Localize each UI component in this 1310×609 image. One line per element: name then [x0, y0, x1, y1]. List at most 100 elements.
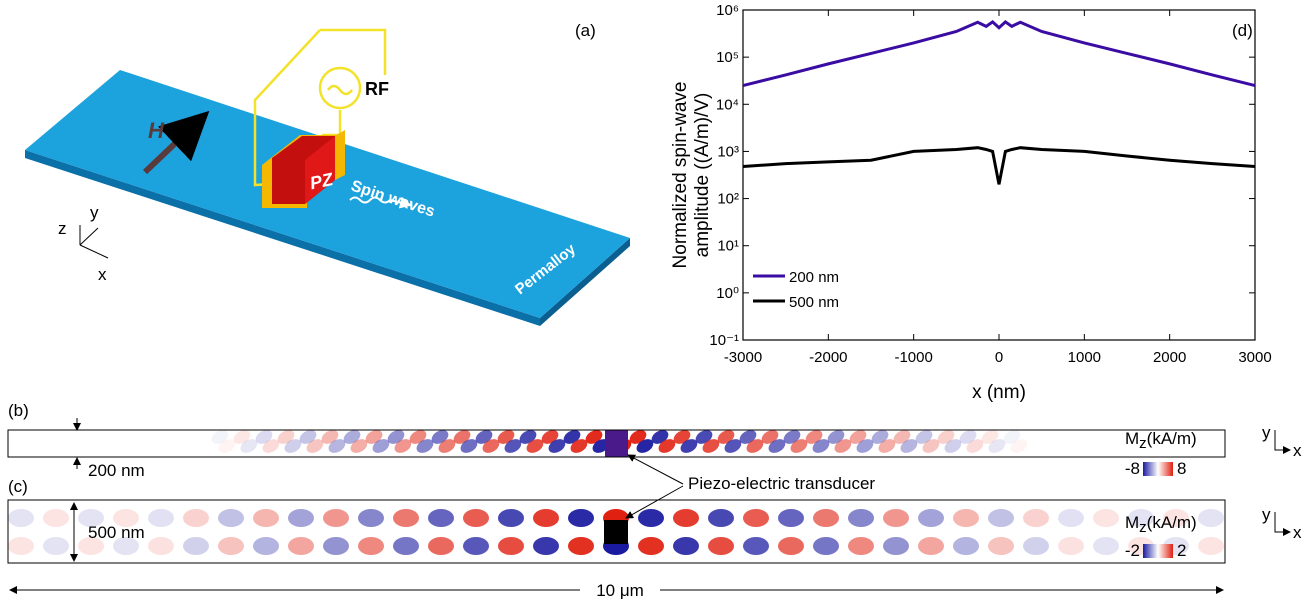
wave-lobe — [783, 430, 801, 444]
y-tick-label: 10² — [717, 191, 739, 208]
wave-lobe — [1093, 537, 1119, 555]
strip — [7, 499, 1226, 564]
axes-icon — [1274, 512, 1291, 536]
wave-lobe — [717, 430, 735, 444]
wave-lobe — [409, 430, 427, 444]
legend-label: 200 nm — [789, 269, 839, 286]
y-tick-label: 10¹ — [717, 238, 739, 255]
symbol: M — [1125, 513, 1139, 532]
wave-lobe — [834, 439, 852, 453]
y-axis-label: amplitude ((A/m)/V) — [692, 93, 713, 258]
wave-lobe — [629, 430, 647, 444]
y-tick-label: 10⁶ — [716, 2, 739, 19]
wave-lobe — [428, 537, 454, 555]
wave-lobe — [856, 439, 874, 453]
field-label: H — [148, 118, 165, 143]
wave-lobe — [253, 537, 279, 555]
wave-lobe — [813, 537, 839, 555]
wave-lobe — [78, 509, 104, 527]
symbol: M — [1125, 429, 1139, 448]
transducer — [605, 430, 628, 457]
wave-lobe — [548, 439, 566, 453]
mode-map — [211, 430, 1028, 453]
subscript: z — [1139, 519, 1147, 536]
wave-lobe — [805, 430, 823, 444]
wave-lobe — [498, 537, 524, 555]
wave-lobe — [497, 430, 515, 444]
wave-lobe — [8, 537, 34, 555]
y-tick-label: 10⁴ — [716, 96, 739, 113]
wave-lobe — [673, 509, 699, 527]
wave-lobe — [1128, 509, 1154, 527]
panel-label: (c) — [8, 477, 28, 496]
wave-lobe — [438, 439, 456, 453]
wave-lobe — [78, 537, 104, 555]
colorbar-min: -8 — [1125, 459, 1140, 478]
wave-lobe — [790, 439, 808, 453]
wave-lobe — [636, 439, 654, 453]
colorbar-max: 2 — [1177, 541, 1186, 560]
wave-lobe — [988, 537, 1014, 555]
wave-lobe — [343, 430, 361, 444]
wave-lobe — [240, 439, 258, 453]
x-tick-label: -3000 — [724, 349, 762, 366]
callout — [627, 454, 684, 485]
wave-lobe — [393, 537, 419, 555]
wave-lobe — [585, 430, 603, 444]
wire — [322, 110, 342, 137]
wave-lobe — [358, 509, 384, 527]
wave-lobe — [746, 439, 764, 453]
wave-lobe — [1058, 537, 1084, 555]
panel-c: (c) 500 nm Mz(kA/m) -2 2 y x — [7, 477, 1302, 564]
wave-lobe — [966, 439, 984, 453]
wave-lobe — [1163, 509, 1189, 527]
wave-lobe — [900, 439, 918, 453]
wave-lobe — [233, 430, 251, 444]
axes-icon — [1274, 430, 1291, 454]
wave-lobe — [323, 537, 349, 555]
subscript: z — [1139, 435, 1147, 452]
axis-label: x — [1293, 523, 1302, 542]
wave-lobe — [218, 509, 244, 527]
wave-lobe — [695, 430, 713, 444]
wave-lobe — [288, 537, 314, 555]
wave-lobe — [533, 537, 559, 555]
axis-label: y — [1262, 423, 1271, 442]
wave-lobe — [533, 509, 559, 527]
plot-frame — [742, 9, 1256, 341]
wave-lobe — [915, 430, 933, 444]
strip — [7, 429, 1226, 458]
wave-lobe — [563, 430, 581, 444]
wave-lobe — [768, 439, 786, 453]
wave-squiggle — [349, 196, 391, 204]
wave-lobe — [323, 509, 349, 527]
legend-label: 500 nm — [789, 294, 839, 311]
unit: (kA/m) — [1147, 429, 1197, 448]
pz-label: PZ — [308, 169, 336, 194]
wave-lobe — [849, 430, 867, 444]
wave-lobe — [638, 509, 664, 527]
wave-lobe — [778, 537, 804, 555]
x-axis-label: x (nm) — [972, 382, 1026, 403]
wave-lobe — [883, 537, 909, 555]
unit: (kA/m) — [1147, 513, 1197, 532]
wave-lobe — [708, 509, 734, 527]
colorbar-min: -2 — [1125, 541, 1140, 560]
wave-lobe — [702, 439, 720, 453]
wave-lobe — [482, 439, 500, 453]
wave-lobe — [827, 430, 845, 444]
wave-lobe — [739, 430, 757, 444]
wave-lobe — [651, 430, 669, 444]
wave-lobe — [988, 509, 1014, 527]
wave-lobe — [1023, 509, 1049, 527]
wave-lobe — [673, 537, 699, 555]
axis-label: x — [98, 265, 107, 284]
wave-lobe — [848, 537, 874, 555]
x-tick-label: 3000 — [1238, 349, 1271, 366]
x-tick-label: 1000 — [1068, 349, 1101, 366]
wave-lobe — [463, 537, 489, 555]
wave-lobe — [743, 509, 769, 527]
chart: -3000 -2000 -1000 0 1000 2000 3000 10⁻¹ 10⁰ 10¹ 10… — [670, 2, 1272, 403]
wave-lobe — [262, 439, 280, 453]
wave-lobe — [893, 430, 911, 444]
